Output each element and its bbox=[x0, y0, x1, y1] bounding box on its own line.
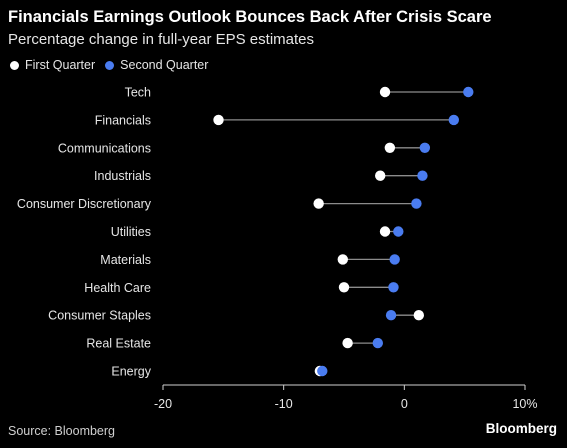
legend-item-first-quarter: First Quarter bbox=[10, 58, 95, 72]
legend: First Quarter Second Quarter bbox=[10, 58, 218, 72]
legend-label-first-quarter: First Quarter bbox=[25, 58, 96, 72]
chart-title: Financials Earnings Outlook Bounces Back… bbox=[8, 8, 492, 26]
category-label: Utilities bbox=[111, 225, 151, 239]
first-quarter-point bbox=[313, 198, 324, 209]
legend-marker-second-quarter bbox=[105, 60, 115, 70]
x-tick-label: 0 bbox=[401, 397, 408, 411]
category-label: Industrials bbox=[94, 169, 151, 183]
first-quarter-point bbox=[379, 226, 391, 237]
category-label: Consumer Discretionary bbox=[17, 197, 152, 211]
legend-marker-first-quarter bbox=[10, 60, 19, 70]
x-tick-label: -10 bbox=[275, 397, 293, 411]
second-quarter-point bbox=[372, 337, 383, 349]
second-quarter-point bbox=[411, 198, 422, 209]
second-quarter-point bbox=[448, 114, 460, 126]
source-note: Source: Bloomberg bbox=[8, 424, 116, 438]
first-quarter-point bbox=[384, 142, 396, 153]
second-quarter-point bbox=[317, 365, 328, 377]
first-quarter-point bbox=[338, 282, 350, 293]
first-quarter-point bbox=[379, 86, 391, 98]
category-label: Materials bbox=[100, 253, 151, 267]
category-label: Real Estate bbox=[86, 337, 151, 351]
second-quarter-point bbox=[385, 310, 397, 321]
second-quarter-point bbox=[417, 170, 428, 181]
first-quarter-point bbox=[413, 310, 425, 321]
first-quarter-point bbox=[213, 114, 224, 126]
chart-subtitle: Percentage change in full-year EPS estim… bbox=[8, 31, 314, 48]
legend-item-second-quarter: Second Quarter bbox=[105, 58, 208, 72]
bloomberg-logo: Bloomberg bbox=[485, 421, 557, 436]
second-quarter-point bbox=[388, 282, 399, 293]
first-quarter-point bbox=[375, 170, 386, 181]
category-label: Communications bbox=[58, 141, 151, 155]
x-tick-label: 10% bbox=[512, 397, 537, 411]
second-quarter-point bbox=[419, 142, 431, 153]
second-quarter-point bbox=[463, 86, 474, 98]
second-quarter-point bbox=[389, 254, 400, 265]
first-quarter-point bbox=[342, 337, 353, 349]
category-label: Energy bbox=[111, 365, 151, 379]
legend-label-second-quarter: Second Quarter bbox=[120, 58, 209, 72]
second-quarter-point bbox=[393, 226, 404, 237]
category-label: Consumer Staples bbox=[48, 309, 151, 323]
category-label: Tech bbox=[125, 86, 151, 100]
category-label: Financials bbox=[95, 113, 151, 127]
first-quarter-point bbox=[337, 254, 348, 265]
category-label: Health Care bbox=[84, 281, 151, 295]
x-tick-label: -20 bbox=[154, 397, 172, 411]
